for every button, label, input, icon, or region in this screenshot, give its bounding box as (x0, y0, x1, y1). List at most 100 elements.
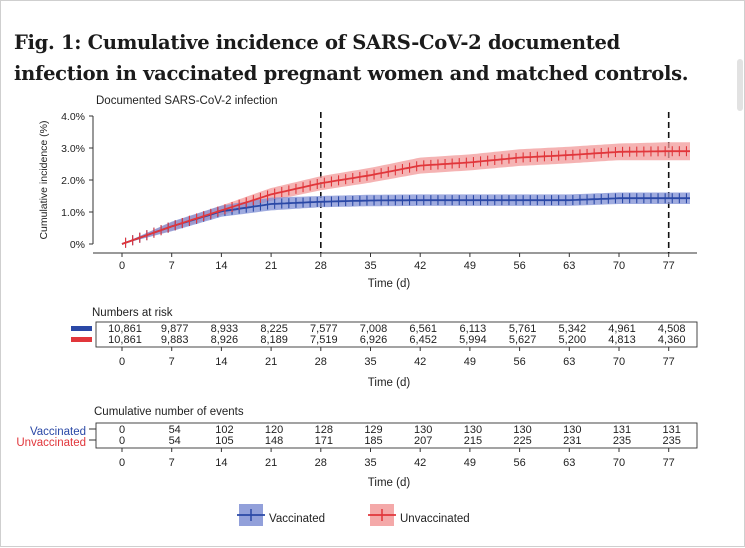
events-cell: 130 (563, 424, 581, 436)
risk-cell: 7,577 (310, 323, 338, 335)
events-cell: 207 (414, 435, 432, 447)
risk-x-tick-label: 21 (265, 356, 277, 368)
risk-x-tick-label: 0 (119, 356, 125, 368)
risk-x-tick-label: 70 (613, 356, 625, 368)
risk-cell: 9,877 (161, 323, 189, 335)
x-tick-label: 14 (215, 260, 227, 272)
events-cell: 105 (215, 435, 233, 447)
risk-cell: 4,961 (608, 323, 636, 335)
risk-cell: 5,200 (559, 334, 587, 346)
risk-cell: 8,926 (211, 334, 239, 346)
x-tick-label: 0 (119, 260, 125, 272)
risk-cell: 4,508 (658, 323, 686, 335)
x-tick-label: 63 (563, 260, 575, 272)
events-cell: 129 (364, 424, 382, 436)
risk-x-tick-label: 63 (563, 356, 575, 368)
risk-cell: 4,813 (608, 334, 636, 346)
risk-cell: 10,861 (108, 334, 142, 346)
scrollbar[interactable] (737, 59, 743, 111)
risk-x-tick-label: 56 (513, 356, 525, 368)
events-x-tick-label: 42 (414, 457, 426, 469)
risk-cell: 8,225 (260, 323, 288, 335)
events-row-label-unvaccinated: Unvaccinated (16, 437, 86, 449)
events-cell: 120 (265, 424, 283, 436)
risk-swatch-vaccinated (71, 326, 92, 331)
risk-cell: 7,008 (360, 323, 388, 335)
events-cell: 148 (265, 435, 283, 447)
events-cell: 171 (315, 435, 333, 447)
x-tick-label: 56 (513, 260, 525, 272)
risk-cell: 5,761 (509, 323, 537, 335)
events-cell: 225 (513, 435, 531, 447)
risk-x-tick-label: 7 (169, 356, 175, 368)
risk-cell: 7,519 (310, 334, 338, 346)
risk-x-tick-label: 28 (315, 356, 327, 368)
risk-x-tick-label: 42 (414, 356, 426, 368)
risk-table-x-label: Time (d) (368, 377, 411, 389)
risk-x-tick-label: 35 (364, 356, 376, 368)
x-tick-label: 28 (315, 260, 327, 272)
events-x-tick-label: 63 (563, 457, 575, 469)
events-x-tick-label: 49 (464, 457, 476, 469)
legend-label-vaccinated: Vaccinated (269, 513, 325, 525)
risk-table-box (95, 321, 698, 348)
events-table-title: Cumulative number of events (94, 406, 244, 418)
events-x-tick-label: 56 (513, 457, 525, 469)
events-cell: 130 (414, 424, 432, 436)
x-tick-label: 42 (414, 260, 426, 272)
events-cell: 215 (464, 435, 482, 447)
events-cell: 131 (613, 424, 631, 436)
y-tick-label: 2.0% (61, 175, 85, 187)
x-tick-label: 35 (364, 260, 376, 272)
series-line-unvaccinated (121, 150, 690, 245)
risk-table-title: Numbers at risk (92, 307, 173, 319)
events-cell: 0 (119, 435, 125, 447)
x-tick-label: 21 (265, 260, 277, 272)
events-cell: 130 (464, 424, 482, 436)
events-cell: 131 (663, 424, 681, 436)
x-tick-label: 7 (169, 260, 175, 272)
x-tick-label: 49 (464, 260, 476, 272)
figure-title: Fig. 1: Cumulative incidence of SARS-CoV… (14, 31, 689, 85)
events-x-tick-label: 77 (663, 457, 675, 469)
risk-cell: 6,452 (409, 334, 437, 346)
risk-cell: 4,360 (658, 334, 686, 346)
risk-cell: 10,861 (108, 323, 142, 335)
risk-x-tick-label: 77 (663, 356, 675, 368)
x-tick-label: 77 (663, 260, 675, 272)
risk-x-tick-label: 49 (464, 356, 476, 368)
risk-cell: 8,189 (260, 334, 288, 346)
x-tick-label: 70 (613, 260, 625, 272)
risk-cell: 5,342 (559, 323, 587, 335)
risk-cell: 8,933 (211, 323, 239, 335)
y-tick-label: 4.0% (61, 111, 85, 123)
chart-title: Documented SARS-CoV-2 infection (96, 95, 278, 107)
x-axis-label: Time (d) (368, 278, 411, 290)
events-x-tick-label: 28 (315, 457, 327, 469)
events-x-tick-label: 14 (215, 457, 227, 469)
events-x-tick-label: 70 (613, 457, 625, 469)
risk-cell: 9,883 (161, 334, 189, 346)
events-cell: 54 (169, 424, 181, 436)
y-tick-label: 1.0% (61, 207, 85, 219)
events-cell: 54 (169, 435, 181, 447)
risk-cell: 6,113 (460, 323, 487, 335)
events-cell: 235 (613, 435, 631, 447)
events-x-tick-label: 7 (169, 457, 175, 469)
events-cell: 185 (364, 435, 382, 447)
legend-label-unvaccinated: Unvaccinated (400, 513, 470, 525)
events-row-label-vaccinated: Vaccinated (30, 426, 86, 438)
y-axis-label: Cumulative incidence (%) (38, 120, 50, 239)
events-x-tick-label: 0 (119, 457, 125, 469)
risk-cell: 5,627 (509, 334, 537, 346)
events-table-box (95, 422, 698, 449)
y-tick-label: 3.0% (61, 143, 85, 155)
events-x-tick-label: 35 (364, 457, 376, 469)
events-cell: 102 (215, 424, 233, 436)
risk-cell: 6,561 (409, 323, 437, 335)
risk-swatch-unvaccinated (71, 337, 92, 342)
events-cell: 130 (513, 424, 531, 436)
events-x-tick-label: 21 (265, 457, 277, 469)
